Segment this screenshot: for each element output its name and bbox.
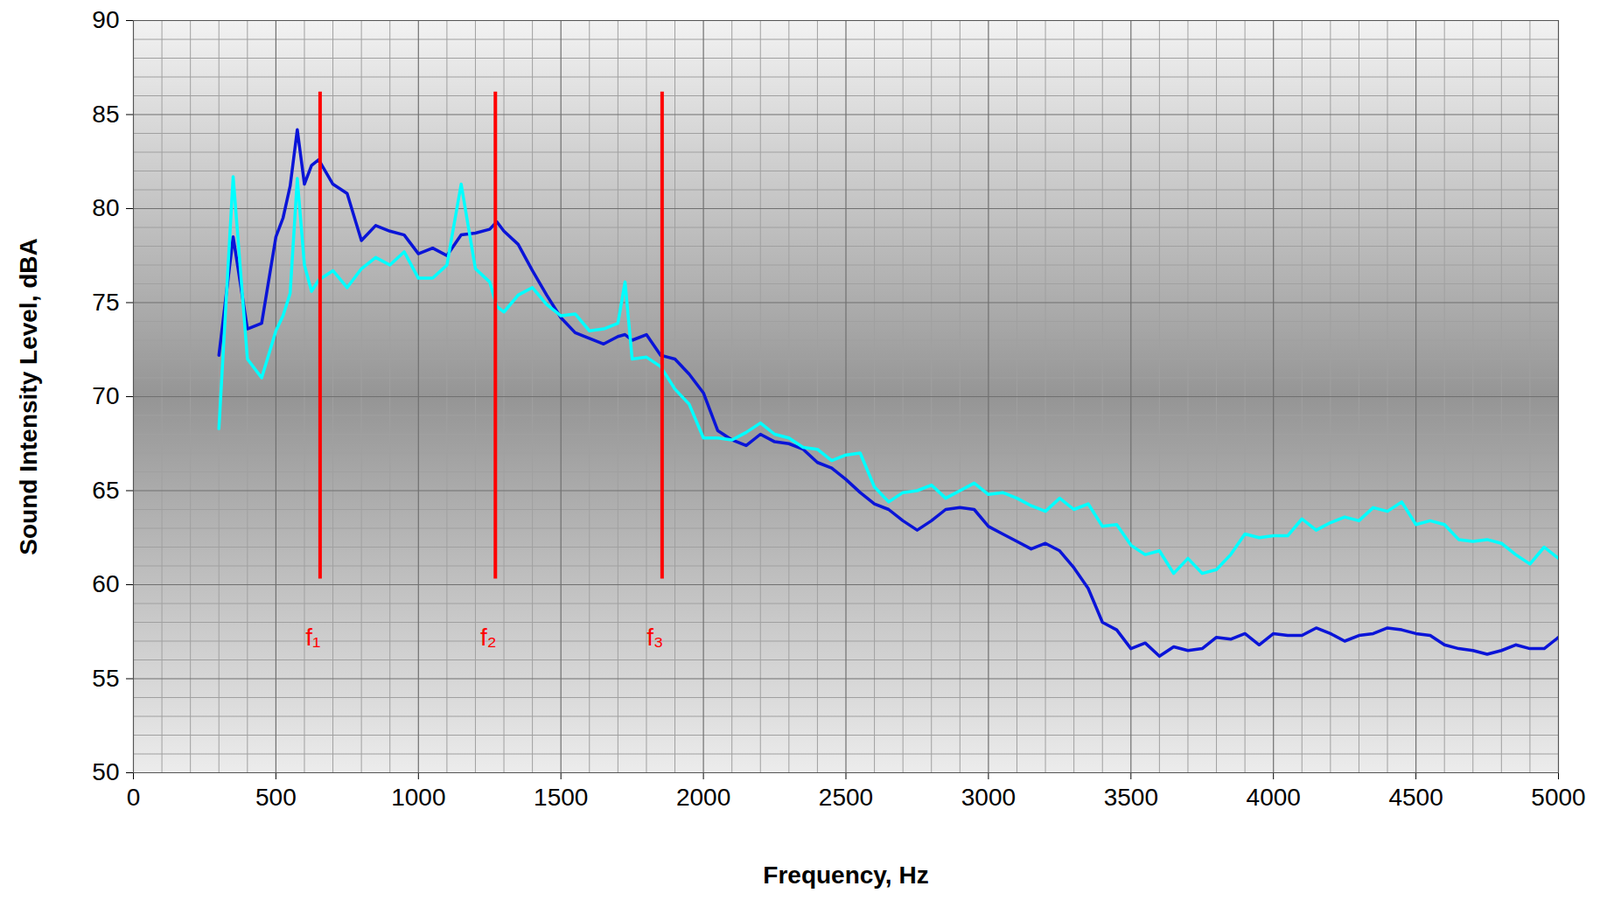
svg-text:4000: 4000 [1246,783,1301,811]
svg-text:Frequency, Hz: Frequency, Hz [762,861,929,889]
svg-text:60: 60 [91,570,119,598]
svg-text:2000: 2000 [676,783,731,811]
svg-text:1000: 1000 [391,783,446,811]
svg-text:85: 85 [91,100,119,128]
svg-text:55: 55 [91,664,119,692]
svg-text:3000: 3000 [961,783,1016,811]
svg-text:2500: 2500 [818,783,874,811]
svg-text:5000: 5000 [1530,783,1586,811]
svg-text:f₂: f₂ [480,623,497,651]
svg-text:500: 500 [255,783,297,811]
svg-text:90: 90 [91,6,119,34]
svg-text:3500: 3500 [1103,783,1159,811]
svg-text:0: 0 [126,783,141,811]
svg-text:1500: 1500 [533,783,588,811]
svg-text:f₁: f₁ [305,623,321,651]
svg-text:50: 50 [91,758,119,786]
svg-text:Sound Intensity Level, dBA: Sound Intensity Level, dBA [14,237,42,555]
svg-text:70: 70 [91,382,119,410]
svg-text:65: 65 [91,476,119,504]
svg-text:4500: 4500 [1388,783,1443,811]
svg-text:80: 80 [91,194,119,222]
svg-text:f₃: f₃ [646,623,664,651]
svg-text:75: 75 [91,288,119,316]
